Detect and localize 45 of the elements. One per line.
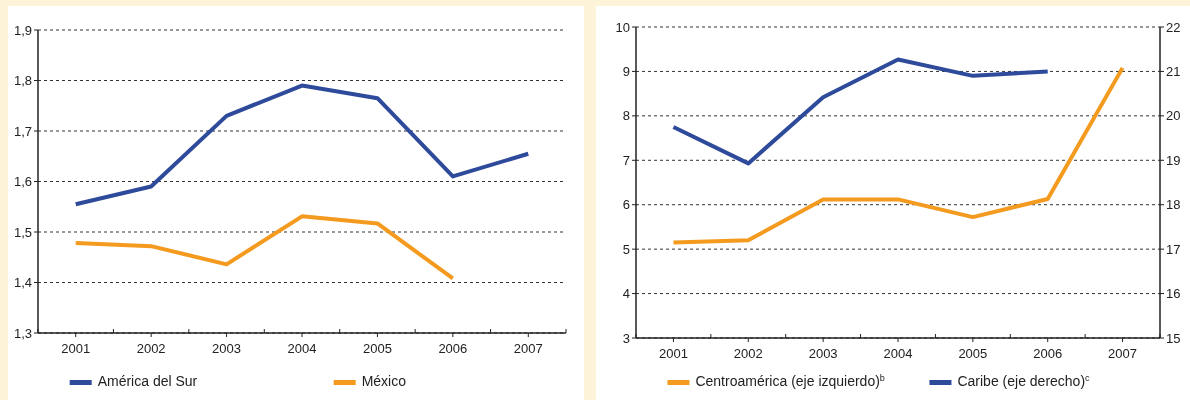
y-tick-label: 1,8 xyxy=(13,73,32,89)
legend-label: México xyxy=(361,373,407,389)
x-tick-label: 2001 xyxy=(61,341,91,356)
x-tick-label: 2003 xyxy=(212,341,242,356)
y-tick-label: 1,9 xyxy=(13,22,32,38)
y2-tick-label: 17 xyxy=(1166,241,1181,257)
y-tick-label: 10 xyxy=(615,19,630,35)
line-series xyxy=(671,57,1050,166)
line-series xyxy=(73,83,531,207)
x-tick-label: 2002 xyxy=(136,341,166,356)
x-tick-label: 2001 xyxy=(658,346,688,361)
x-tick-label: 2007 xyxy=(1108,346,1138,361)
y-tick-label: 1,5 xyxy=(13,224,32,240)
legend-label: Centroamérica (eje izquierdo)$^{b}$ xyxy=(695,373,885,389)
x-tick-label: 2002 xyxy=(733,346,763,361)
y-tick-label: 5 xyxy=(622,241,630,257)
x-tick-label: 2004 xyxy=(883,346,913,361)
y2-tick-label: 18 xyxy=(1166,197,1181,213)
y-tick-label: 1,6 xyxy=(13,174,32,190)
y2-tick-label: 20 xyxy=(1166,108,1181,124)
y-tick-label: 7 xyxy=(622,152,630,168)
y-tick-label: 8 xyxy=(622,108,630,124)
x-tick-label: 2005 xyxy=(362,341,392,356)
x-tick-label: 2004 xyxy=(287,341,317,356)
x-tick-label: 2005 xyxy=(958,346,988,361)
y2-tick-label: 16 xyxy=(1166,286,1181,302)
line-series xyxy=(73,214,455,281)
x-tick-label: 2003 xyxy=(808,346,838,361)
y-tick-label: 1,7 xyxy=(13,123,32,139)
x-tick-label: 2006 xyxy=(438,341,468,356)
x-tick-label: 2007 xyxy=(513,341,543,356)
y-tick-label: 4 xyxy=(622,286,630,302)
y-tick-label: 3 xyxy=(622,330,630,346)
x-tick-label: 2006 xyxy=(1033,346,1063,361)
y2-tick-label: 22 xyxy=(1166,19,1181,35)
y2-tick-label: 19 xyxy=(1166,152,1181,168)
legend-label: América del Sur xyxy=(97,373,198,389)
legend-label: Caribe (eje derecho)$^{c}$ xyxy=(957,373,1091,389)
line-series xyxy=(671,65,1125,245)
y-tick-label: 9 xyxy=(622,63,630,79)
y2-tick-label: 21 xyxy=(1166,63,1181,79)
y-tick-label: 1,4 xyxy=(13,275,32,291)
y2-tick-label: 15 xyxy=(1166,330,1181,346)
y-tick-label: 6 xyxy=(622,197,630,213)
y-tick-label: 1,3 xyxy=(13,325,32,341)
